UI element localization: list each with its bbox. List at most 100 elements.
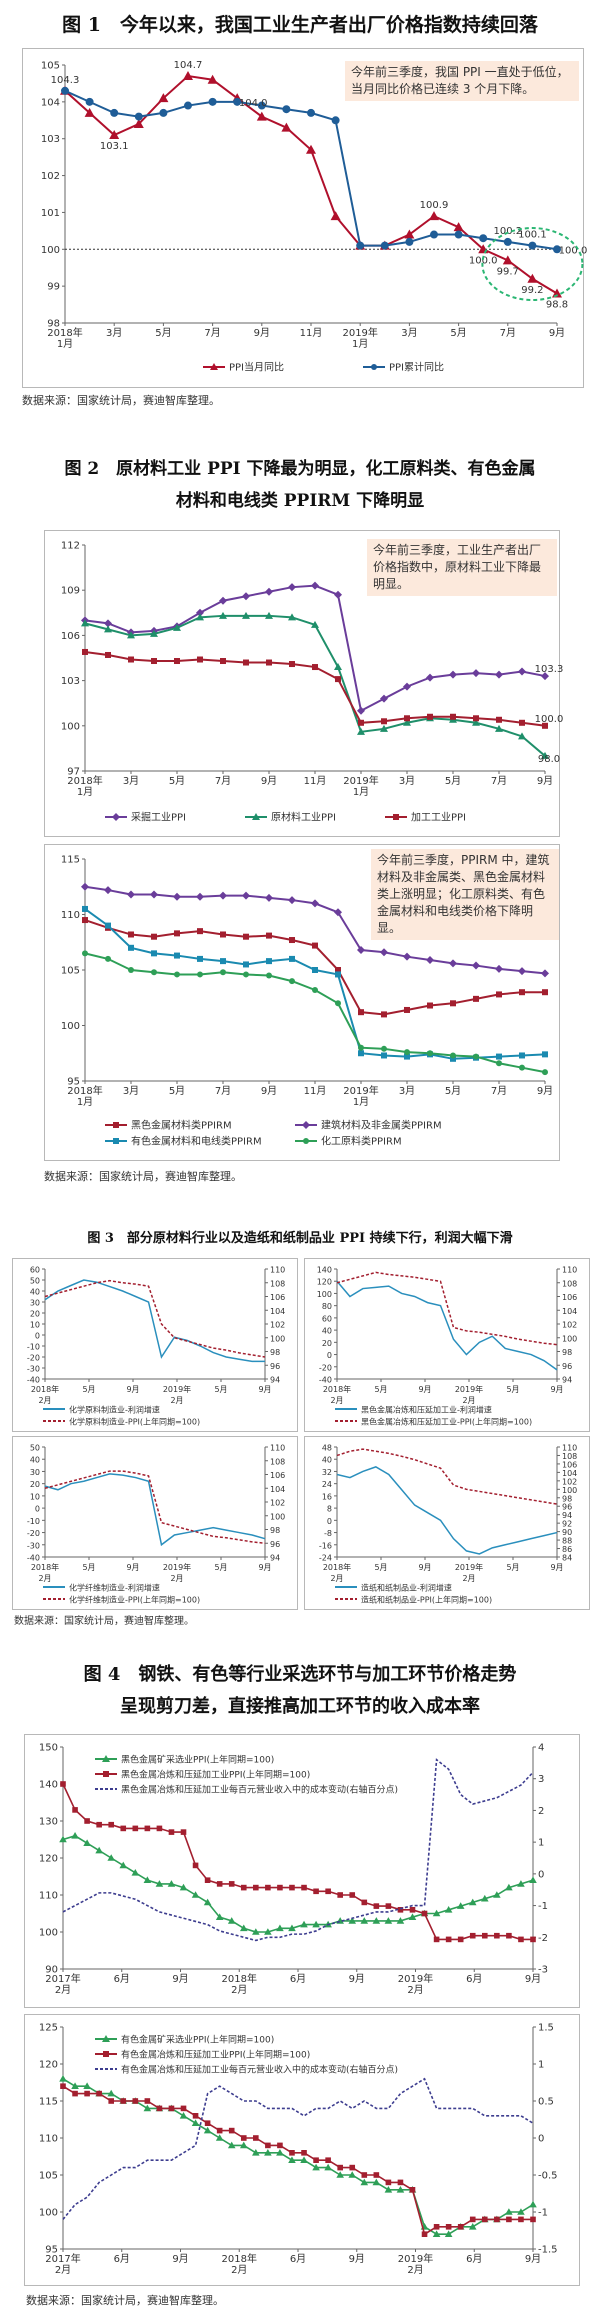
data-point bbox=[158, 93, 169, 103]
data-point bbox=[473, 995, 479, 1002]
y-tick-label-right: -3 bbox=[538, 1965, 548, 1976]
data-point bbox=[433, 2224, 440, 2230]
figure-1-panel: 98 99 100 101 102 103 104 105 2018年 1月 3月 5月 7月 9月 11月… bbox=[22, 48, 587, 388]
y-tick-label-right: 104 bbox=[270, 1485, 285, 1494]
data-point bbox=[192, 1862, 199, 1869]
x-tick-label: 3月 bbox=[123, 775, 139, 787]
data-point bbox=[449, 959, 457, 968]
x-tick-label: 7月 bbox=[215, 1085, 231, 1097]
data-point bbox=[384, 2186, 393, 2193]
x-tick-label: 2019年 bbox=[163, 1384, 191, 1394]
data-point bbox=[493, 1891, 501, 1898]
data-point bbox=[82, 905, 88, 912]
legend-label: 有色金属冶炼和压延加工业PPI(上年同期=100) bbox=[121, 2049, 310, 2061]
data-point bbox=[433, 1936, 440, 1943]
figure-3d-panel: -24 -16 -8 0 8 16 24 32 40 48 84 86 88 90 92 94 96 98 100 1… bbox=[304, 1436, 590, 1610]
data-point bbox=[173, 892, 181, 901]
y-tick-label: 103 bbox=[41, 134, 60, 145]
data-point bbox=[472, 718, 480, 726]
y-tick-label-right: 102 bbox=[270, 1499, 285, 1508]
x-tick-label: 9月 bbox=[126, 1385, 139, 1394]
data-point bbox=[541, 969, 549, 978]
y-tick-label: 40 bbox=[322, 1456, 332, 1465]
legend-label: 原材料工业PPI bbox=[271, 811, 336, 824]
data-point bbox=[473, 715, 479, 722]
data-point bbox=[529, 1876, 537, 1883]
figure-3: 图 3 部分原材料行业以及造纸和纸制品业 PPI 持续下行，利润大幅下滑 -40… bbox=[0, 1222, 600, 1630]
legend-marker bbox=[393, 814, 399, 820]
data-point bbox=[82, 917, 88, 924]
data-point bbox=[131, 1869, 140, 1876]
data-point bbox=[427, 1050, 433, 1057]
y-tick-label: 102 bbox=[41, 171, 60, 182]
data-point bbox=[311, 899, 319, 908]
data-point bbox=[128, 656, 134, 663]
data-point bbox=[542, 1051, 548, 1058]
y-tick-label-right: 0.5 bbox=[538, 2097, 554, 2108]
data-point bbox=[256, 111, 267, 121]
data-point bbox=[360, 1917, 369, 1924]
data-point bbox=[242, 592, 250, 601]
y-tick-label-right: 0 bbox=[538, 1869, 544, 1880]
y-tick-label-right: -1 bbox=[538, 1901, 548, 1912]
data-point bbox=[517, 1880, 525, 1887]
data-point bbox=[300, 1920, 308, 1928]
y-tick-label-right: 98 bbox=[270, 1348, 280, 1357]
legend-label: 化学原料制造业-PPI(上年同期=100) bbox=[69, 1417, 200, 1427]
x-tick-label: 3月 bbox=[123, 1085, 139, 1097]
y-tick-label: 30 bbox=[30, 1299, 40, 1308]
legend-label: 黑色金属冶炼和压延加工业-利润增速 bbox=[361, 1405, 492, 1415]
data-label: 100.2 bbox=[493, 226, 522, 237]
data-point bbox=[184, 101, 192, 110]
data-point bbox=[469, 1932, 476, 1939]
x-tick-label: 6月 bbox=[290, 1973, 306, 1985]
data-point bbox=[264, 2149, 272, 2156]
legend-marker bbox=[252, 813, 260, 820]
legend-marker bbox=[102, 1755, 110, 1762]
data-point bbox=[403, 718, 411, 726]
y-tick-label-right: 94 bbox=[270, 1554, 280, 1563]
y-tick-label: -30 bbox=[27, 1541, 40, 1550]
x-tick-label: 7月 bbox=[491, 775, 507, 787]
y-tick-label: -30 bbox=[27, 1365, 40, 1374]
data-point bbox=[82, 950, 88, 957]
y-tick-label: 8 bbox=[327, 1505, 332, 1514]
data-point bbox=[311, 620, 319, 628]
data-point bbox=[83, 2082, 91, 2089]
data-point bbox=[119, 1861, 128, 1869]
legend-marker bbox=[103, 1771, 109, 1777]
data-label: 100.1 bbox=[518, 230, 547, 241]
data-point bbox=[404, 715, 410, 722]
legend-label: 化学纤维制造业-利润增速 bbox=[69, 1583, 160, 1593]
y-tick-label: -20 bbox=[27, 1354, 40, 1363]
legend-label: 黑色金属冶炼和压延加工业-PPI(上年同期=100) bbox=[361, 1417, 532, 1427]
data-point bbox=[505, 2208, 513, 2215]
legend-label: 造纸和纸制品业-利润增速 bbox=[361, 1583, 452, 1593]
x-tick-label: 2018年 bbox=[323, 1384, 351, 1394]
data-point bbox=[220, 658, 226, 665]
data-point bbox=[519, 989, 525, 996]
data-point bbox=[337, 2164, 343, 2171]
x-tick-label: 2018年 bbox=[31, 1562, 59, 1572]
data-point bbox=[150, 629, 158, 637]
legend-label: 有色金属矿采选业PPI(上年同期=100) bbox=[121, 2034, 274, 2046]
data-point bbox=[61, 86, 69, 95]
data-point bbox=[496, 991, 502, 998]
data-label: 103.1 bbox=[100, 141, 129, 152]
data-point bbox=[358, 1050, 364, 1057]
data-point bbox=[134, 112, 143, 121]
data-point bbox=[288, 613, 296, 621]
x-tick-label: 5月 bbox=[445, 775, 461, 787]
figure-3c-panel: -40 -30 -20 -10 0 10 20 30 40 50 94 96 98 100 102 104 10… bbox=[12, 1436, 298, 1610]
data-point bbox=[380, 694, 388, 703]
data-point bbox=[151, 969, 157, 976]
y-tick-label-right: 106 bbox=[270, 1471, 285, 1480]
y-tick-label: 40 bbox=[30, 1456, 40, 1465]
series-line-0 bbox=[84, 584, 546, 713]
x-tick-label: 1月 bbox=[77, 1096, 93, 1108]
data-point bbox=[151, 933, 157, 940]
y-tick-label-right: 108 bbox=[270, 1457, 285, 1466]
x-tick-label: 2018年 bbox=[222, 1972, 257, 1985]
y-tick-label: 95 bbox=[45, 2245, 58, 2256]
y-tick-label: 0 bbox=[35, 1505, 40, 1514]
